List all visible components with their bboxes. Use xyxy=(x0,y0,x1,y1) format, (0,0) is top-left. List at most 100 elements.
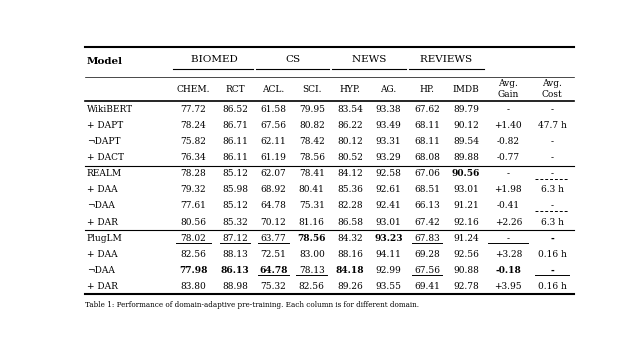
Text: +3.95: +3.95 xyxy=(495,282,522,291)
Text: 86.22: 86.22 xyxy=(337,121,363,130)
Text: -: - xyxy=(551,153,554,162)
Text: + DAPT: + DAPT xyxy=(87,121,123,130)
Text: CS: CS xyxy=(285,55,300,64)
Text: 6.3 h: 6.3 h xyxy=(541,185,564,194)
Text: Model: Model xyxy=(87,57,123,66)
Text: 93.55: 93.55 xyxy=(376,282,401,291)
Text: -: - xyxy=(550,266,554,275)
Text: 47.7 h: 47.7 h xyxy=(538,121,567,130)
Text: + DAA: + DAA xyxy=(87,250,118,259)
Text: 80.56: 80.56 xyxy=(180,218,207,226)
Text: 68.51: 68.51 xyxy=(414,185,440,194)
Text: 68.92: 68.92 xyxy=(260,185,286,194)
Text: -: - xyxy=(507,234,510,243)
Text: PlugLM: PlugLM xyxy=(87,234,123,243)
Text: 80.52: 80.52 xyxy=(337,153,363,162)
Text: -0.77: -0.77 xyxy=(497,153,520,162)
Text: 93.01: 93.01 xyxy=(376,218,401,226)
Text: HYP.: HYP. xyxy=(340,85,361,94)
Text: 76.34: 76.34 xyxy=(180,153,206,162)
Text: 78.41: 78.41 xyxy=(299,169,324,178)
Text: 93.31: 93.31 xyxy=(376,137,401,146)
Text: 67.42: 67.42 xyxy=(414,218,440,226)
Text: ACL.: ACL. xyxy=(262,85,285,94)
Text: 92.78: 92.78 xyxy=(453,282,479,291)
Text: WikiBERT: WikiBERT xyxy=(87,105,133,114)
Text: 93.49: 93.49 xyxy=(376,121,401,130)
Text: +3.28: +3.28 xyxy=(495,250,522,259)
Text: 75.31: 75.31 xyxy=(299,202,324,211)
Text: HP.: HP. xyxy=(419,85,435,94)
Text: -: - xyxy=(551,202,554,211)
Text: 94.11: 94.11 xyxy=(376,250,401,259)
Text: Avg.
Gain: Avg. Gain xyxy=(498,80,519,99)
Text: AG.: AG. xyxy=(380,85,397,94)
Text: 67.06: 67.06 xyxy=(414,169,440,178)
Text: 87.12: 87.12 xyxy=(222,234,248,243)
Text: 92.16: 92.16 xyxy=(453,218,479,226)
Text: N​EWS: N​EWS xyxy=(352,55,387,64)
Text: + DAR: + DAR xyxy=(87,218,118,226)
Text: REALM: REALM xyxy=(87,169,122,178)
Text: 85.32: 85.32 xyxy=(222,218,248,226)
Text: 77.61: 77.61 xyxy=(180,202,206,211)
Text: 88.16: 88.16 xyxy=(337,250,363,259)
Text: 86.13: 86.13 xyxy=(221,266,250,275)
Text: 64.78: 64.78 xyxy=(260,202,286,211)
Text: 85.12: 85.12 xyxy=(222,169,248,178)
Text: -: - xyxy=(507,105,510,114)
Text: 93.29: 93.29 xyxy=(376,153,401,162)
Text: 62.11: 62.11 xyxy=(260,137,286,146)
Text: +1.40: +1.40 xyxy=(495,121,522,130)
Text: 84.18: 84.18 xyxy=(336,266,365,275)
Text: 82.28: 82.28 xyxy=(337,202,363,211)
Text: -: - xyxy=(550,234,554,243)
Text: R​EVIEWS: R​EVIEWS xyxy=(420,55,472,64)
Text: 83.80: 83.80 xyxy=(180,282,206,291)
Text: 61.58: 61.58 xyxy=(260,105,287,114)
Text: 77.98: 77.98 xyxy=(179,266,208,275)
Text: 93.01: 93.01 xyxy=(453,185,479,194)
Text: 92.99: 92.99 xyxy=(376,266,401,275)
Text: Avg.
Cost: Avg. Cost xyxy=(542,80,563,99)
Text: 67.62: 67.62 xyxy=(414,105,440,114)
Text: 90.88: 90.88 xyxy=(453,266,479,275)
Text: RCT: RCT xyxy=(225,85,245,94)
Text: 82.56: 82.56 xyxy=(180,250,206,259)
Text: 91.24: 91.24 xyxy=(453,234,479,243)
Text: 92.41: 92.41 xyxy=(376,202,401,211)
Text: 89.88: 89.88 xyxy=(453,153,479,162)
Text: 90.56: 90.56 xyxy=(452,169,480,178)
Text: 61.19: 61.19 xyxy=(260,153,286,162)
Text: 80.12: 80.12 xyxy=(337,137,363,146)
Text: 69.28: 69.28 xyxy=(414,250,440,259)
Text: 83.54: 83.54 xyxy=(337,105,363,114)
Text: + DAA: + DAA xyxy=(87,185,118,194)
Text: 67.56: 67.56 xyxy=(414,266,440,275)
Text: 86.11: 86.11 xyxy=(222,137,248,146)
Text: 0.16 h: 0.16 h xyxy=(538,282,567,291)
Text: +2.26: +2.26 xyxy=(495,218,522,226)
Text: 72.51: 72.51 xyxy=(260,250,286,259)
Text: 85.12: 85.12 xyxy=(222,202,248,211)
Text: 89.26: 89.26 xyxy=(337,282,363,291)
Text: 83.00: 83.00 xyxy=(299,250,324,259)
Text: 88.98: 88.98 xyxy=(222,282,248,291)
Text: 92.58: 92.58 xyxy=(376,169,401,178)
Text: 78.42: 78.42 xyxy=(299,137,324,146)
Text: -: - xyxy=(551,137,554,146)
Text: 89.54: 89.54 xyxy=(453,137,479,146)
Text: CHEM.: CHEM. xyxy=(177,85,210,94)
Text: 62.07: 62.07 xyxy=(260,169,286,178)
Text: 92.61: 92.61 xyxy=(376,185,401,194)
Text: 68.08: 68.08 xyxy=(414,153,440,162)
Text: 93.23: 93.23 xyxy=(374,234,403,243)
Text: 86.71: 86.71 xyxy=(222,121,248,130)
Text: 66.13: 66.13 xyxy=(414,202,440,211)
Text: 6.3 h: 6.3 h xyxy=(541,218,564,226)
Text: -: - xyxy=(507,169,510,178)
Text: 82.56: 82.56 xyxy=(299,282,324,291)
Text: 84.32: 84.32 xyxy=(337,234,363,243)
Text: ¬DAPT: ¬DAPT xyxy=(87,137,120,146)
Text: 80.41: 80.41 xyxy=(299,185,324,194)
